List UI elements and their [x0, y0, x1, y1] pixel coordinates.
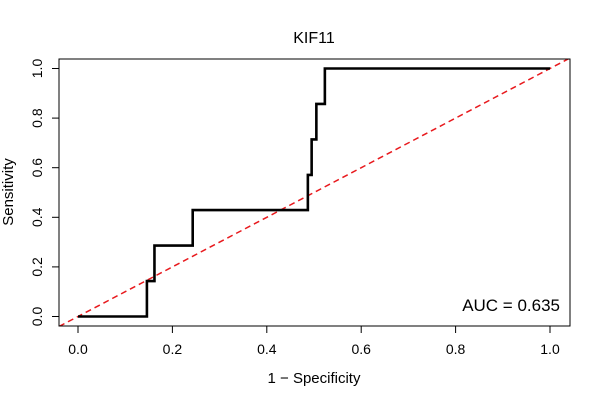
y-tick-label: 1.0: [29, 59, 45, 79]
y-tick-label: 0.2: [29, 257, 45, 277]
y-axis: 0.0 0.2 0.4 0.6 0.8 1.0: [29, 59, 60, 327]
x-tick-label: 1.0: [540, 341, 560, 357]
y-tick-label: 0.4: [29, 207, 45, 227]
y-axis-label: Sensitivity: [0, 158, 17, 226]
x-tick-label: 0.4: [257, 341, 277, 357]
reference-diagonal-line: [59, 59, 570, 326]
y-tick-label: 0.8: [29, 108, 45, 128]
y-tick-label: 0.6: [29, 158, 45, 178]
roc-curve-line: [78, 67, 550, 318]
y-tick-label: 0.0: [29, 307, 45, 327]
x-axis-label: 1 − Specificity: [268, 370, 361, 387]
auc-annotation: AUC = 0.635: [462, 296, 560, 315]
x-tick-label: 0.0: [68, 341, 88, 357]
x-tick-label: 0.2: [163, 341, 183, 357]
x-tick-label: 0.6: [351, 341, 371, 357]
x-tick-label: 0.8: [446, 341, 466, 357]
series-layer: [59, 59, 570, 326]
chart-title: KIF11: [293, 30, 335, 47]
x-axis: 0.0 0.2 0.4 0.6 0.8 1.0: [68, 325, 560, 357]
